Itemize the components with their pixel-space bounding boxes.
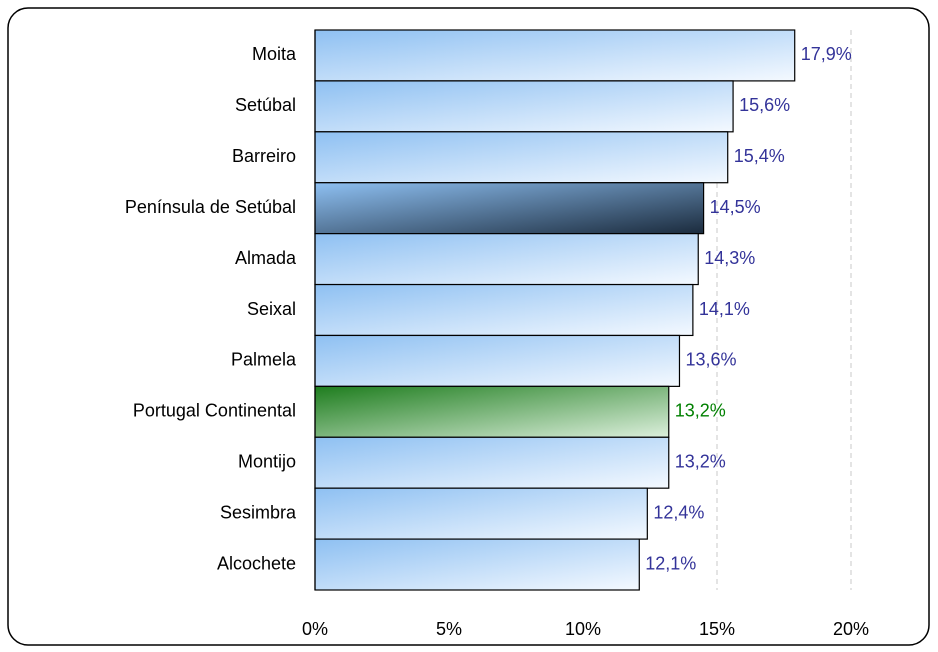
y-tick-label: Moita (252, 44, 297, 64)
y-tick-label: Sesimbra (220, 502, 297, 522)
y-tick-label: Almada (235, 248, 297, 268)
bar (314, 233, 699, 286)
value-label: 13,2% (675, 451, 726, 471)
y-tick-label: Alcochete (217, 553, 296, 573)
bar (314, 182, 705, 235)
x-tick-label: 5% (436, 619, 462, 639)
y-tick-label: Seixal (247, 299, 296, 319)
y-tick-label: Setúbal (235, 95, 296, 115)
x-tick-label: 10% (565, 619, 601, 639)
bar (314, 80, 734, 133)
value-label: 14,1% (699, 299, 750, 319)
bar (314, 334, 681, 387)
value-label: 15,4% (734, 146, 785, 166)
y-tick-label: Barreiro (232, 146, 296, 166)
bar (314, 538, 640, 591)
value-label: 13,2% (675, 401, 726, 421)
bar (314, 385, 670, 438)
value-label: 12,4% (653, 502, 704, 522)
value-label: 13,6% (685, 350, 736, 370)
bar (314, 29, 796, 82)
value-label: 12,1% (645, 553, 696, 573)
value-label: 15,6% (739, 95, 790, 115)
y-tick-label: Portugal Continental (133, 401, 296, 421)
y-tick-label: Montijo (238, 451, 296, 471)
x-tick-label: 0% (302, 619, 328, 639)
bar (314, 487, 648, 540)
x-tick-label: 20% (833, 619, 869, 639)
value-label: 14,5% (710, 197, 761, 217)
value-label: 14,3% (704, 248, 755, 268)
x-tick-label: 15% (699, 619, 735, 639)
value-label: 17,9% (801, 44, 852, 64)
bar (314, 436, 670, 489)
y-tick-label: Palmela (231, 350, 297, 370)
bar (314, 131, 729, 184)
bar (314, 283, 694, 337)
y-tick-label: Península de Setúbal (125, 197, 296, 217)
